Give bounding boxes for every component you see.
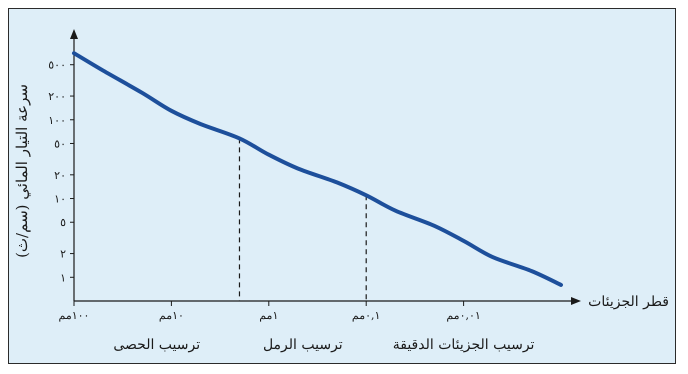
series-group: [72, 51, 563, 287]
x-axis-label: قطر الجزيئات: [588, 294, 669, 310]
x-tick-label: ١مم: [259, 309, 278, 322]
y-tick-label: ٥٠٠: [48, 59, 66, 72]
y-tick-label: ٢٠: [54, 169, 66, 182]
y-axis-label: سرعة التيار المائي (سم/ث): [13, 84, 31, 258]
x-axis-arrow: [571, 297, 581, 305]
y-tick-label: ٢٠٠: [48, 90, 66, 103]
chart-frame: ١ ٢ ٥ ١٠ ٢٠ ٥٠ ١٠٠ ٢٠٠ ٥٠٠ ١٠٠مم ١٠مم ١مم ٠,١مم ٠,٠١…: [8, 8, 676, 364]
y-tick-label: ٥٠: [54, 137, 66, 150]
x-tick-label: ٠,١مم: [352, 309, 381, 322]
y-tick-label: ١٠٠: [48, 114, 66, 127]
x-tick-label: ١٠٠مم: [59, 309, 90, 322]
y-axis-arrow: [70, 29, 78, 39]
marker-lines: [238, 138, 367, 301]
band-label: ترسيب الرمل: [263, 337, 343, 353]
x-ticks: ١٠٠مم ١٠مم ١مم ٠,١مم ٠,٠١مم: [59, 301, 481, 322]
band-label: ترسيب الجزيئات الدقيقة: [393, 337, 535, 353]
y-tick-label: ١٠: [54, 193, 66, 206]
y-tick-label: ٥: [60, 216, 66, 229]
y-tick-label: ٢: [60, 248, 66, 261]
band-labels: ترسيب الحصى ترسيب الرمل ترسيب الجزيئات الد…: [113, 337, 534, 353]
chart-svg: ١ ٢ ٥ ١٠ ٢٠ ٥٠ ١٠٠ ٢٠٠ ٥٠٠ ١٠٠مم ١٠مم ١مم ٠,١مم ٠,٠١…: [13, 29, 669, 353]
axes: [70, 29, 581, 305]
series-line: [72, 51, 563, 287]
y-tick-label: ١: [60, 271, 66, 284]
x-tick-label: ١٠مم: [159, 309, 184, 322]
x-tick-label: ٠,٠١مم: [446, 309, 480, 322]
y-ticks: ١ ٢ ٥ ١٠ ٢٠ ٥٠ ١٠٠ ٢٠٠ ٥٠٠: [48, 59, 74, 284]
band-label: ترسيب الحصى: [113, 337, 200, 353]
